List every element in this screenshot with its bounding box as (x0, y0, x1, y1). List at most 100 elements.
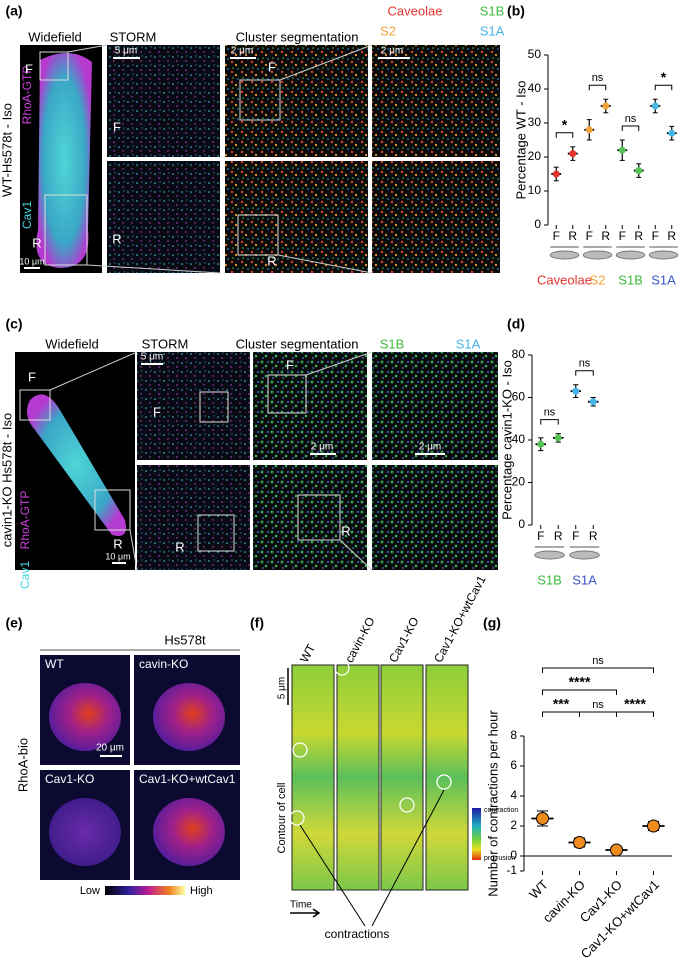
label: Percentage WT - Iso (513, 81, 528, 200)
label: WT (45, 657, 64, 671)
arrow (290, 908, 321, 918)
cell-icon (534, 550, 565, 560)
y-tick-label: 80 (512, 347, 526, 361)
label: cavin1-KO Hs578t - Iso (0, 413, 14, 547)
y-tick-label: 6 (510, 758, 517, 772)
label: Cav1 (18, 561, 32, 589)
image (253, 465, 367, 570)
x-tick-label: F (537, 529, 544, 543)
inset-box (94, 489, 131, 531)
label: RhoA-bio (15, 738, 30, 792)
line (129, 529, 138, 571)
image (372, 161, 500, 273)
y-tick-label: 60 (512, 390, 526, 404)
label: (g) (483, 615, 501, 631)
label: Number of contractions per hour (485, 710, 500, 897)
y-tick-label: 40 (528, 81, 542, 95)
x-tick-label: F (586, 229, 593, 243)
mean-dot (573, 836, 586, 849)
label: Hs578t (164, 632, 206, 647)
x-tick-label: R (554, 529, 563, 543)
label: (c) (5, 316, 22, 332)
label: Cav1 (20, 201, 34, 229)
significance: **** (624, 696, 646, 712)
label: Cav1-KO (45, 772, 94, 786)
label: Cav1-KO (386, 615, 422, 665)
inset-box (239, 79, 281, 121)
image (225, 161, 368, 273)
mean-dot (589, 398, 597, 406)
colorbar (472, 808, 481, 860)
line (277, 254, 373, 274)
image (107, 161, 220, 273)
label: R (175, 539, 184, 554)
label: Low (80, 885, 100, 897)
label: F (153, 404, 161, 419)
line (67, 44, 108, 53)
x-tick-label: F (652, 229, 659, 243)
label: S1B (480, 3, 505, 18)
label: RhoA-GTP (20, 66, 34, 125)
label: Cluster segmentation (236, 336, 359, 351)
label: STORM (142, 336, 189, 351)
label: (d) (507, 316, 525, 332)
y-tick-label: 50 (528, 47, 542, 61)
kymograph (336, 664, 380, 891)
significance: ns (625, 113, 637, 125)
x-tick-label: R (601, 229, 610, 243)
image (372, 45, 500, 157)
inset-box (199, 391, 229, 423)
line (86, 264, 221, 274)
label: WT (297, 641, 318, 665)
line (299, 824, 366, 927)
mean-dot (536, 812, 549, 825)
significance: ns (592, 655, 604, 667)
inset-box (44, 194, 88, 266)
y-tick-label: 20 (528, 149, 542, 163)
label: 2 μm (419, 442, 441, 453)
inset-box (267, 374, 307, 414)
mean-dot (552, 170, 560, 178)
significance: * (661, 69, 667, 85)
mean-dot (569, 150, 577, 158)
label: RhoA-GTP (18, 491, 32, 550)
significance: **** (569, 674, 591, 690)
inset-box (19, 389, 51, 421)
significance: ns (592, 699, 604, 711)
label: 10 μm (19, 256, 44, 266)
label: cavin-KO (342, 615, 378, 665)
sig-bracket (616, 711, 654, 717)
mean-dot (554, 434, 562, 442)
x-tick-label: F (619, 229, 626, 243)
image (137, 465, 250, 570)
cell (36, 52, 92, 268)
sig-bracket (579, 711, 617, 717)
sig-bracket (588, 84, 607, 91)
mean-dot (610, 843, 623, 857)
label: 5 μm (141, 352, 163, 363)
image (107, 45, 220, 157)
x-tick-label: R (589, 529, 598, 543)
label: S2 (380, 23, 396, 38)
line (371, 789, 445, 927)
contraction-marker (289, 810, 305, 826)
image (253, 352, 367, 460)
label: WT-Hs578t - Iso (0, 103, 14, 197)
contraction-marker (399, 797, 415, 813)
sig-bracket (555, 132, 574, 138)
mean-dot (585, 126, 593, 134)
label: S1B (618, 272, 643, 287)
label: Widefield (28, 29, 81, 44)
label: S1B (380, 336, 405, 351)
label: Time (290, 900, 312, 911)
inset-box (197, 514, 235, 552)
significance: ns (592, 72, 604, 84)
cell (26, 394, 127, 536)
y-tick-label: 0 (510, 848, 517, 862)
y-tick-label: 40 (512, 432, 526, 446)
label: Caveolae (388, 3, 443, 18)
contraction-marker (292, 742, 308, 758)
mean-dot (651, 102, 659, 110)
line (49, 351, 138, 391)
